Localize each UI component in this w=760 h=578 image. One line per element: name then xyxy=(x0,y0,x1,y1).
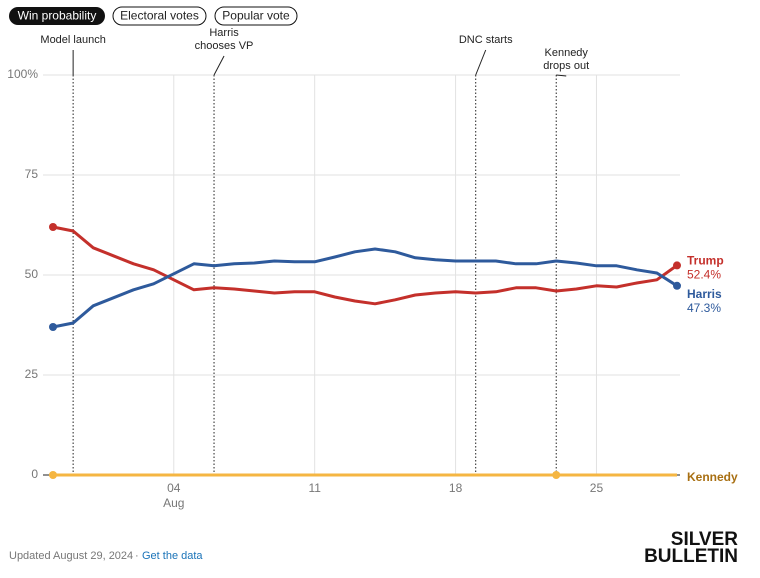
logo: BULLETIN xyxy=(644,546,738,567)
x-month-label: Aug xyxy=(163,496,184,510)
tab[interactable]: Popular vote xyxy=(222,9,290,23)
y-tick-label: 50 xyxy=(25,267,39,281)
legend-label: Harris xyxy=(687,287,722,301)
series-dot xyxy=(673,261,681,270)
annotation-label: Kennedy xyxy=(545,47,589,59)
value-label: 47.3% xyxy=(687,301,721,315)
tab[interactable]: Electoral votes xyxy=(120,9,199,23)
annotation-label: Harris xyxy=(209,27,239,39)
x-tick-label: 11 xyxy=(308,481,321,495)
series-dot xyxy=(552,471,561,479)
legend-label: Kennedy xyxy=(687,470,738,484)
y-tick-label: 0 xyxy=(31,467,38,481)
footer-link[interactable]: Get the data xyxy=(142,550,203,562)
series-dot xyxy=(49,471,57,479)
series-dot xyxy=(673,281,681,290)
annotation-label: Model launch xyxy=(40,34,105,46)
series-line xyxy=(52,247,678,329)
tab-button[interactable] xyxy=(112,6,207,26)
annotation-leader xyxy=(213,55,225,76)
annotation-label: DNC starts xyxy=(459,34,513,46)
y-tick-label: 75 xyxy=(25,167,39,181)
x-tick-label: 18 xyxy=(449,481,463,495)
annotation-label: drops out xyxy=(543,60,589,72)
series-dot xyxy=(49,323,57,331)
series-line xyxy=(52,225,678,306)
x-tick-label: 25 xyxy=(590,481,604,495)
series-dot xyxy=(49,223,57,231)
annotation-leader xyxy=(475,49,487,76)
tab[interactable]: Win probability xyxy=(18,9,97,23)
x-tick-label: 04 xyxy=(167,481,181,495)
logo: SILVER xyxy=(671,529,738,550)
y-tick-label: 100% xyxy=(7,67,38,81)
tab-button[interactable] xyxy=(214,6,298,26)
footer-separator: · xyxy=(135,550,139,562)
y-tick-label: 25 xyxy=(25,367,39,381)
value-label: 52.4% xyxy=(687,268,721,282)
footer-updated: Updated August 29, 2024 xyxy=(9,550,133,562)
tab-active[interactable] xyxy=(9,7,105,25)
annotation-label: chooses VP xyxy=(195,40,254,52)
annotation-leader xyxy=(556,74,567,77)
legend-label: Trump xyxy=(687,254,724,268)
